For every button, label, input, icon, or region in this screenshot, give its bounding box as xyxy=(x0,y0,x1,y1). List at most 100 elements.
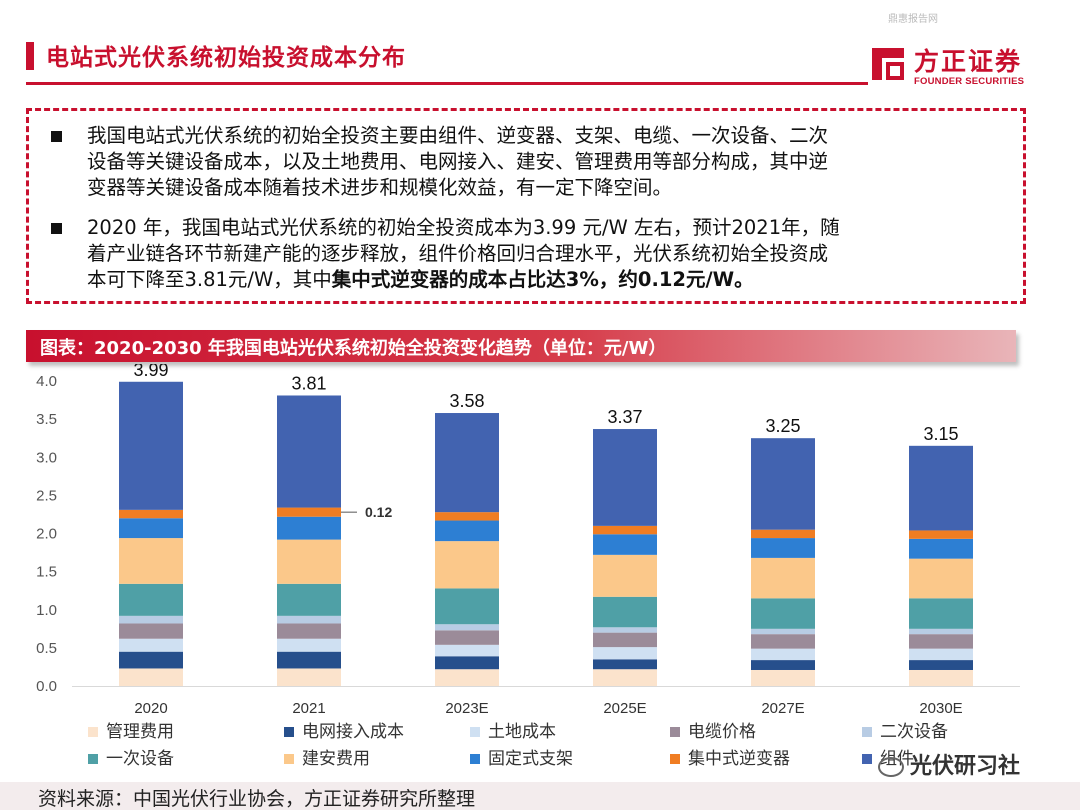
bar-segment-组件 xyxy=(751,438,815,530)
total-data-label: 3.37 xyxy=(607,407,642,427)
bar-segment-二次设备 xyxy=(751,628,815,635)
x-tick-label: 2027E xyxy=(761,700,804,717)
bar-segment-二次设备 xyxy=(909,628,973,635)
slide-title: 电站式光伏系统初始投资成本分布 xyxy=(46,45,406,71)
bar-segment-建安费用 xyxy=(909,558,973,599)
legend-swatch xyxy=(670,754,680,764)
wechat-label: 光伏研习社 xyxy=(910,754,1021,779)
legend-item: 管理费用 xyxy=(88,721,174,743)
bar-segment-管理费用 xyxy=(277,668,341,686)
bar-segment-土地成本 xyxy=(751,648,815,661)
founder-securities-logo: 方正证券 FOUNDER SECURITIES xyxy=(868,44,1048,92)
legend-item: 电缆价格 xyxy=(670,721,756,743)
bar-segment-电网接入成本 xyxy=(751,660,815,670)
bar-segment-一次设备 xyxy=(119,583,183,616)
bar-segment-集中式逆变器 xyxy=(119,509,183,519)
legend-swatch xyxy=(88,727,98,737)
bar-segment-管理费用 xyxy=(435,669,499,686)
bar-segment-集中式逆变器 xyxy=(751,529,815,539)
watermark-text: 鼎惠报告网 xyxy=(888,14,938,25)
bullet-item-2: 2020 年，我国电站式光伏系统的初始全投资成本为3.99 元/W 左右，预计2… xyxy=(51,215,1003,293)
total-data-label: 3.58 xyxy=(449,391,484,411)
bar-segment-组件 xyxy=(909,445,973,531)
bar-segment-固定式支架 xyxy=(119,518,183,539)
bullet-2-highlight: 集中式逆变器的成本占比达3%，约0.12元/W。 xyxy=(331,268,754,291)
bar-segment-电网接入成本 xyxy=(277,651,341,669)
total-data-label: 3.15 xyxy=(923,424,958,444)
bar-segment-建安费用 xyxy=(435,541,499,589)
bar-segment-电网接入成本 xyxy=(119,651,183,669)
legend-swatch xyxy=(470,727,480,737)
legend-item: 固定式支架 xyxy=(470,748,573,770)
legend-swatch xyxy=(862,727,872,737)
wechat-watermark: 光伏研习社 xyxy=(878,748,1020,780)
logo-mark-icon xyxy=(872,48,904,80)
bar-segment-集中式逆变器 xyxy=(593,525,657,535)
legend-swatch xyxy=(88,754,98,764)
x-tick-label: 2021 xyxy=(292,700,325,717)
bar-segment-电缆价格 xyxy=(435,630,499,645)
bar-segment-建安费用 xyxy=(593,554,657,597)
x-tick-label: 2023E xyxy=(445,700,488,717)
source-note: 资料来源：中国光伏行业协会，方正证券研究所整理 xyxy=(38,788,476,810)
logo-chinese-name: 方正证券 xyxy=(914,47,1023,76)
bar-segment-土地成本 xyxy=(277,638,341,652)
chart-legend: 管理费用 电网接入成本 土地成本 电缆价格 二次设备 一次设备 建安费用 固定式支架 集中式逆变… xyxy=(88,721,1048,781)
y-tick-label: 3.5 xyxy=(36,411,57,428)
chart-title-banner: 图表：2020-2030 年我国电站光伏系统初始全投资变化趋势（单位：元/W） xyxy=(26,330,1016,362)
y-tick-label: 2.5 xyxy=(36,487,57,504)
x-tick-label: 2030E xyxy=(919,700,962,717)
bar-segment-建安费用 xyxy=(277,539,341,584)
bar-segment-集中式逆变器 xyxy=(435,512,499,521)
chart-title: 图表：2020-2030 年我国电站光伏系统初始全投资变化趋势（单位：元/W） xyxy=(40,338,667,359)
legend-item: 一次设备 xyxy=(88,748,174,770)
bar-segment-集中式逆变器 xyxy=(277,507,341,517)
legend-label: 集中式逆变器 xyxy=(688,749,790,769)
bar-segment-电缆价格 xyxy=(119,623,183,639)
y-tick-label: 0.0 xyxy=(36,678,57,695)
legend-item: 土地成本 xyxy=(470,721,556,743)
total-data-label: 3.25 xyxy=(765,416,800,436)
bullet-square-icon xyxy=(51,131,62,142)
x-tick-label: 2020 xyxy=(134,700,167,717)
total-data-label: 3.81 xyxy=(291,373,326,393)
bar-segment-管理费用 xyxy=(751,669,815,686)
legend-label: 电缆价格 xyxy=(688,722,756,742)
legend-label: 二次设备 xyxy=(880,722,948,742)
title-divider xyxy=(26,82,868,85)
annotation-label: 0.12 xyxy=(365,504,392,520)
legend-swatch xyxy=(862,754,872,764)
y-tick-label: 1.0 xyxy=(36,602,57,619)
legend-label: 土地成本 xyxy=(488,722,556,742)
summary-box: 我国电站式光伏系统的初始全投资主要由组件、逆变器、支架、电缆、一次设备、二次 设… xyxy=(26,108,1026,304)
bullet-1-line-3: 变器等关键设备成本随着技术进步和规模化效益，有一定下降空间。 xyxy=(87,176,673,199)
bar-segment-管理费用 xyxy=(119,668,183,686)
bar-segment-土地成本 xyxy=(119,638,183,652)
legend-label: 电网接入成本 xyxy=(302,722,404,742)
legend-item: 集中式逆变器 xyxy=(670,748,790,770)
bar-segment-固定式支架 xyxy=(435,520,499,542)
title-accent-bar xyxy=(26,42,34,70)
bar-segment-土地成本 xyxy=(909,648,973,661)
legend-swatch xyxy=(284,754,294,764)
bar-segment-电网接入成本 xyxy=(909,660,973,670)
bar-segment-土地成本 xyxy=(435,644,499,657)
bullet-2-line-2: 着产业链各环节新建产能的逐步释放，组件价格回归合理水平，光伏系统初始全投资成 xyxy=(87,242,829,265)
bar-segment-二次设备 xyxy=(593,627,657,633)
legend-swatch xyxy=(284,727,294,737)
bar-segment-组件 xyxy=(119,381,183,510)
logo-english-name: FOUNDER SECURITIES xyxy=(914,76,1025,87)
bar-segment-二次设备 xyxy=(119,615,183,624)
bar-segment-电缆价格 xyxy=(751,634,815,649)
bar-segment-电缆价格 xyxy=(593,632,657,648)
y-tick-label: 1.5 xyxy=(36,564,57,581)
bar-segment-电缆价格 xyxy=(277,623,341,639)
bullet-square-icon xyxy=(51,223,62,234)
bar-segment-固定式支架 xyxy=(751,538,815,558)
bullet-item-1: 我国电站式光伏系统的初始全投资主要由组件、逆变器、支架、电缆、一次设备、二次 设… xyxy=(51,123,1003,201)
bar-segment-管理费用 xyxy=(909,669,973,686)
bullet-2-line-1: 2020 年，我国电站式光伏系统的初始全投资成本为3.99 元/W 左右，预计2… xyxy=(87,216,840,239)
legend-swatch xyxy=(670,727,680,737)
bar-segment-一次设备 xyxy=(593,596,657,628)
chart-svg: 0.0 0.5 1.0 1.5 2.0 2.5 3.0 3.5 4.0 3.99 2020 3.81 2… xyxy=(36,364,1020,717)
